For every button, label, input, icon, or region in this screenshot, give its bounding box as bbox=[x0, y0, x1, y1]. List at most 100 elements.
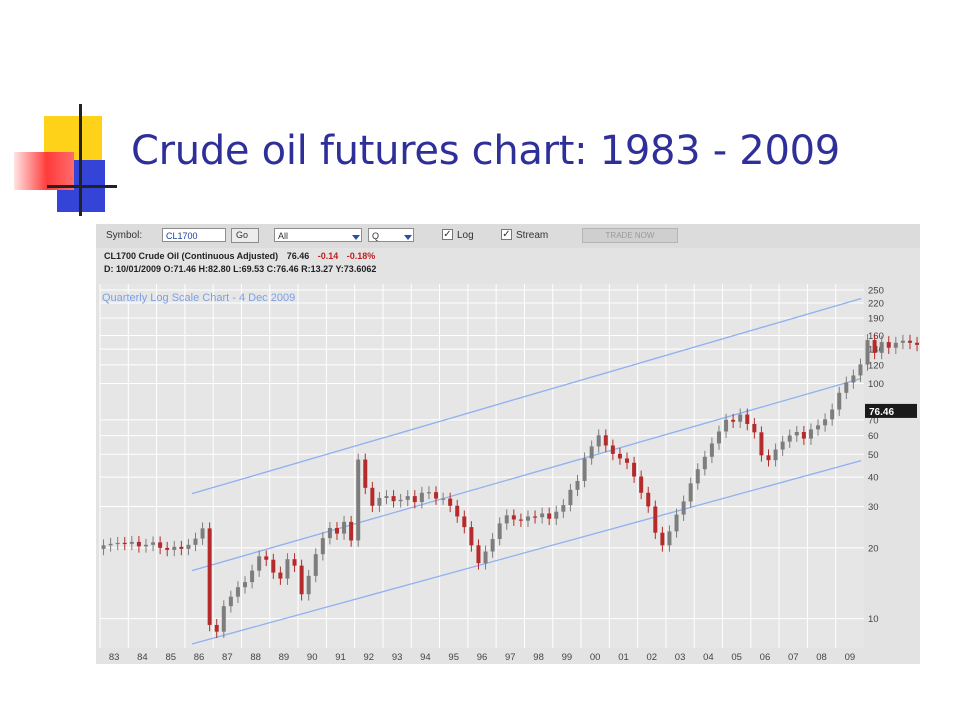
candle-body bbox=[504, 515, 509, 524]
quote-change: -0.14 bbox=[317, 251, 339, 261]
quote-last: 76.46 bbox=[286, 251, 310, 261]
y-tick-label: 10 bbox=[868, 614, 879, 625]
x-tick-label: 08 bbox=[816, 652, 827, 663]
quote-details: D: 10/01/2009 O:71.46 H:82.80 L:69.53 C:… bbox=[104, 264, 377, 274]
candle-body bbox=[299, 565, 304, 595]
candle-body bbox=[129, 541, 134, 544]
x-tick-label: 95 bbox=[448, 652, 459, 663]
chart-title: Quarterly Log Scale Chart - 4 Dec 2009 bbox=[102, 292, 295, 304]
candle-body bbox=[151, 542, 156, 545]
slide-title: Crude oil futures chart: 1983 - 2009 bbox=[131, 128, 840, 174]
y-tick-label: 20 bbox=[868, 543, 879, 554]
stream-label: Stream bbox=[516, 230, 549, 241]
candle-body bbox=[398, 499, 403, 502]
candle-body bbox=[830, 409, 835, 420]
candle-body bbox=[469, 527, 474, 546]
chevron-down-icon bbox=[352, 235, 360, 240]
candle-body bbox=[384, 496, 389, 498]
candle-body bbox=[823, 419, 828, 426]
candle-body bbox=[816, 425, 821, 430]
candle-body bbox=[349, 521, 354, 541]
x-tick-label: 04 bbox=[703, 652, 714, 663]
chevron-down-icon bbox=[404, 235, 412, 240]
quote-name: CL1700 Crude Oil (Continuous Adjusted) bbox=[104, 251, 279, 261]
period-select[interactable]: All bbox=[274, 228, 362, 242]
x-tick-label: 99 bbox=[562, 652, 573, 663]
candle-body bbox=[808, 429, 813, 439]
candle-body bbox=[582, 458, 587, 481]
candle-body bbox=[688, 483, 693, 502]
candle-body bbox=[228, 596, 233, 607]
x-tick-label: 86 bbox=[194, 652, 205, 663]
candle-body bbox=[518, 519, 523, 521]
candle-body bbox=[257, 556, 262, 571]
candle-body bbox=[108, 543, 113, 546]
candle-body bbox=[271, 559, 276, 573]
candle-body bbox=[165, 547, 170, 550]
y-tick-label: 190 bbox=[868, 313, 884, 324]
x-tick-label: 07 bbox=[788, 652, 799, 663]
x-tick-label: 85 bbox=[165, 652, 176, 663]
candle-body bbox=[285, 559, 290, 579]
candle-body bbox=[292, 559, 297, 566]
candle-body bbox=[143, 544, 148, 547]
decor-horizontal-line bbox=[47, 185, 117, 188]
candle-body bbox=[476, 545, 481, 564]
decor-vertical-line bbox=[79, 104, 82, 216]
candle-body bbox=[179, 546, 184, 549]
candle-body bbox=[455, 505, 460, 517]
candle-body bbox=[101, 545, 106, 549]
candle-body bbox=[794, 431, 799, 436]
candle-body bbox=[575, 480, 580, 490]
period-value: All bbox=[278, 231, 289, 241]
candle-body bbox=[391, 496, 396, 502]
symbol-input[interactable]: CL1700 bbox=[162, 228, 226, 242]
candle-body bbox=[313, 554, 318, 576]
candle-body bbox=[766, 455, 771, 461]
chart-toolbar: Symbol: CL1700 Go All Q ✓ Log ✓ Stream T… bbox=[96, 224, 920, 248]
candle-body bbox=[540, 513, 545, 518]
candle-body bbox=[716, 431, 721, 444]
y-tick-label: 220 bbox=[868, 299, 884, 310]
candle-body bbox=[738, 414, 743, 422]
last-price-marker bbox=[865, 403, 917, 418]
candle-body bbox=[377, 497, 382, 506]
log-checkbox[interactable]: ✓ bbox=[442, 229, 453, 240]
x-tick-label: 88 bbox=[250, 652, 261, 663]
x-tick-label: 92 bbox=[364, 652, 375, 663]
trade-now-button[interactable]: TRADE NOW bbox=[582, 228, 678, 243]
plot-area bbox=[100, 284, 864, 648]
stream-checkbox[interactable]: ✓ bbox=[501, 229, 512, 240]
candle-body bbox=[872, 340, 877, 353]
candle-body bbox=[490, 539, 495, 552]
candle-body bbox=[780, 441, 785, 450]
candle-body bbox=[639, 476, 644, 493]
x-tick-label: 06 bbox=[760, 652, 771, 663]
x-tick-label: 94 bbox=[420, 652, 431, 663]
x-tick-label: 96 bbox=[477, 652, 488, 663]
candle-body bbox=[893, 342, 898, 348]
candle-body bbox=[221, 606, 226, 632]
x-tick-label: 90 bbox=[307, 652, 318, 663]
candle-body bbox=[250, 570, 255, 583]
go-button[interactable]: Go bbox=[231, 228, 259, 243]
candle-body bbox=[702, 456, 707, 470]
x-tick-label: 83 bbox=[109, 652, 120, 663]
candle-body bbox=[660, 532, 665, 546]
last-price-label: 76.46 bbox=[869, 407, 894, 418]
candle-body bbox=[709, 443, 714, 457]
interval-select[interactable]: Q bbox=[368, 228, 414, 242]
candle-body bbox=[610, 445, 615, 454]
candle-body bbox=[243, 582, 248, 588]
candle-body bbox=[625, 458, 630, 463]
candle-body bbox=[617, 453, 622, 459]
x-tick-label: 89 bbox=[279, 652, 290, 663]
candle-body bbox=[306, 575, 311, 595]
y-tick-label: 40 bbox=[868, 473, 879, 484]
candle-body bbox=[363, 459, 368, 488]
candle-body bbox=[193, 538, 198, 545]
candle-body bbox=[320, 538, 325, 555]
candle-body bbox=[879, 342, 884, 353]
quote-change-pct: -0.18% bbox=[346, 251, 376, 261]
candle-body bbox=[235, 587, 240, 597]
